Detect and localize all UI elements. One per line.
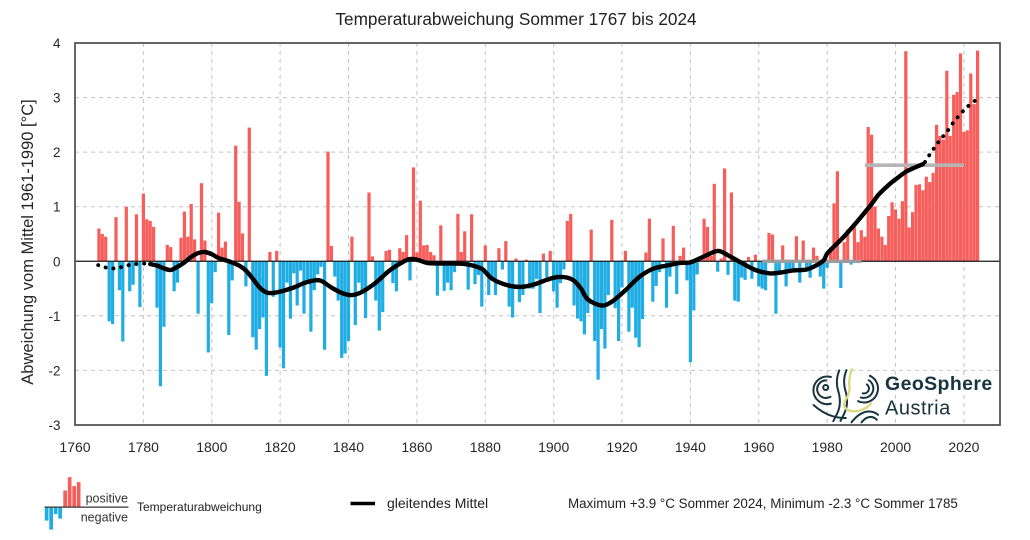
svg-text:Abweichung vom Mittel 1961-199: Abweichung vom Mittel 1961-1990 [°C] [19,99,37,384]
svg-text:Temperaturabweichung Sommer 17: Temperaturabweichung Sommer 1767 bis 202… [335,9,697,29]
svg-text:2000: 2000 [880,439,911,455]
svg-text:1900: 1900 [538,439,569,455]
svg-text:1940: 1940 [675,439,706,455]
svg-text:-2: -2 [48,363,60,378]
svg-text:gleitendes Mittel: gleitendes Mittel [387,495,488,511]
svg-text:1860: 1860 [401,439,432,455]
svg-text:1960: 1960 [743,439,774,455]
svg-text:2020: 2020 [948,439,979,455]
svg-text:1980: 1980 [812,439,843,455]
svg-text:GeoSphere: GeoSphere [885,373,993,395]
svg-text:2: 2 [53,145,61,160]
svg-text:Austria: Austria [885,398,951,420]
svg-text:3: 3 [53,91,61,106]
svg-text:positive: positive [86,492,128,506]
svg-text:1780: 1780 [128,439,159,455]
svg-text:1840: 1840 [333,439,364,455]
svg-text:4: 4 [53,36,61,51]
svg-text:-3: -3 [48,418,60,433]
svg-text:1820: 1820 [265,439,296,455]
svg-text:0: 0 [53,254,61,269]
svg-text:Temperaturabweichung: Temperaturabweichung [137,500,262,514]
svg-text:1: 1 [53,200,61,215]
svg-text:negative: negative [81,511,128,525]
svg-text:-1: -1 [48,309,60,324]
svg-text:Maximum +3.9 °C Sommer 2024, M: Maximum +3.9 °C Sommer 2024, Minimum -2.… [568,496,958,511]
svg-text:1800: 1800 [196,439,227,455]
svg-text:1760: 1760 [59,439,90,455]
svg-text:1920: 1920 [606,439,637,455]
svg-text:1880: 1880 [470,439,501,455]
